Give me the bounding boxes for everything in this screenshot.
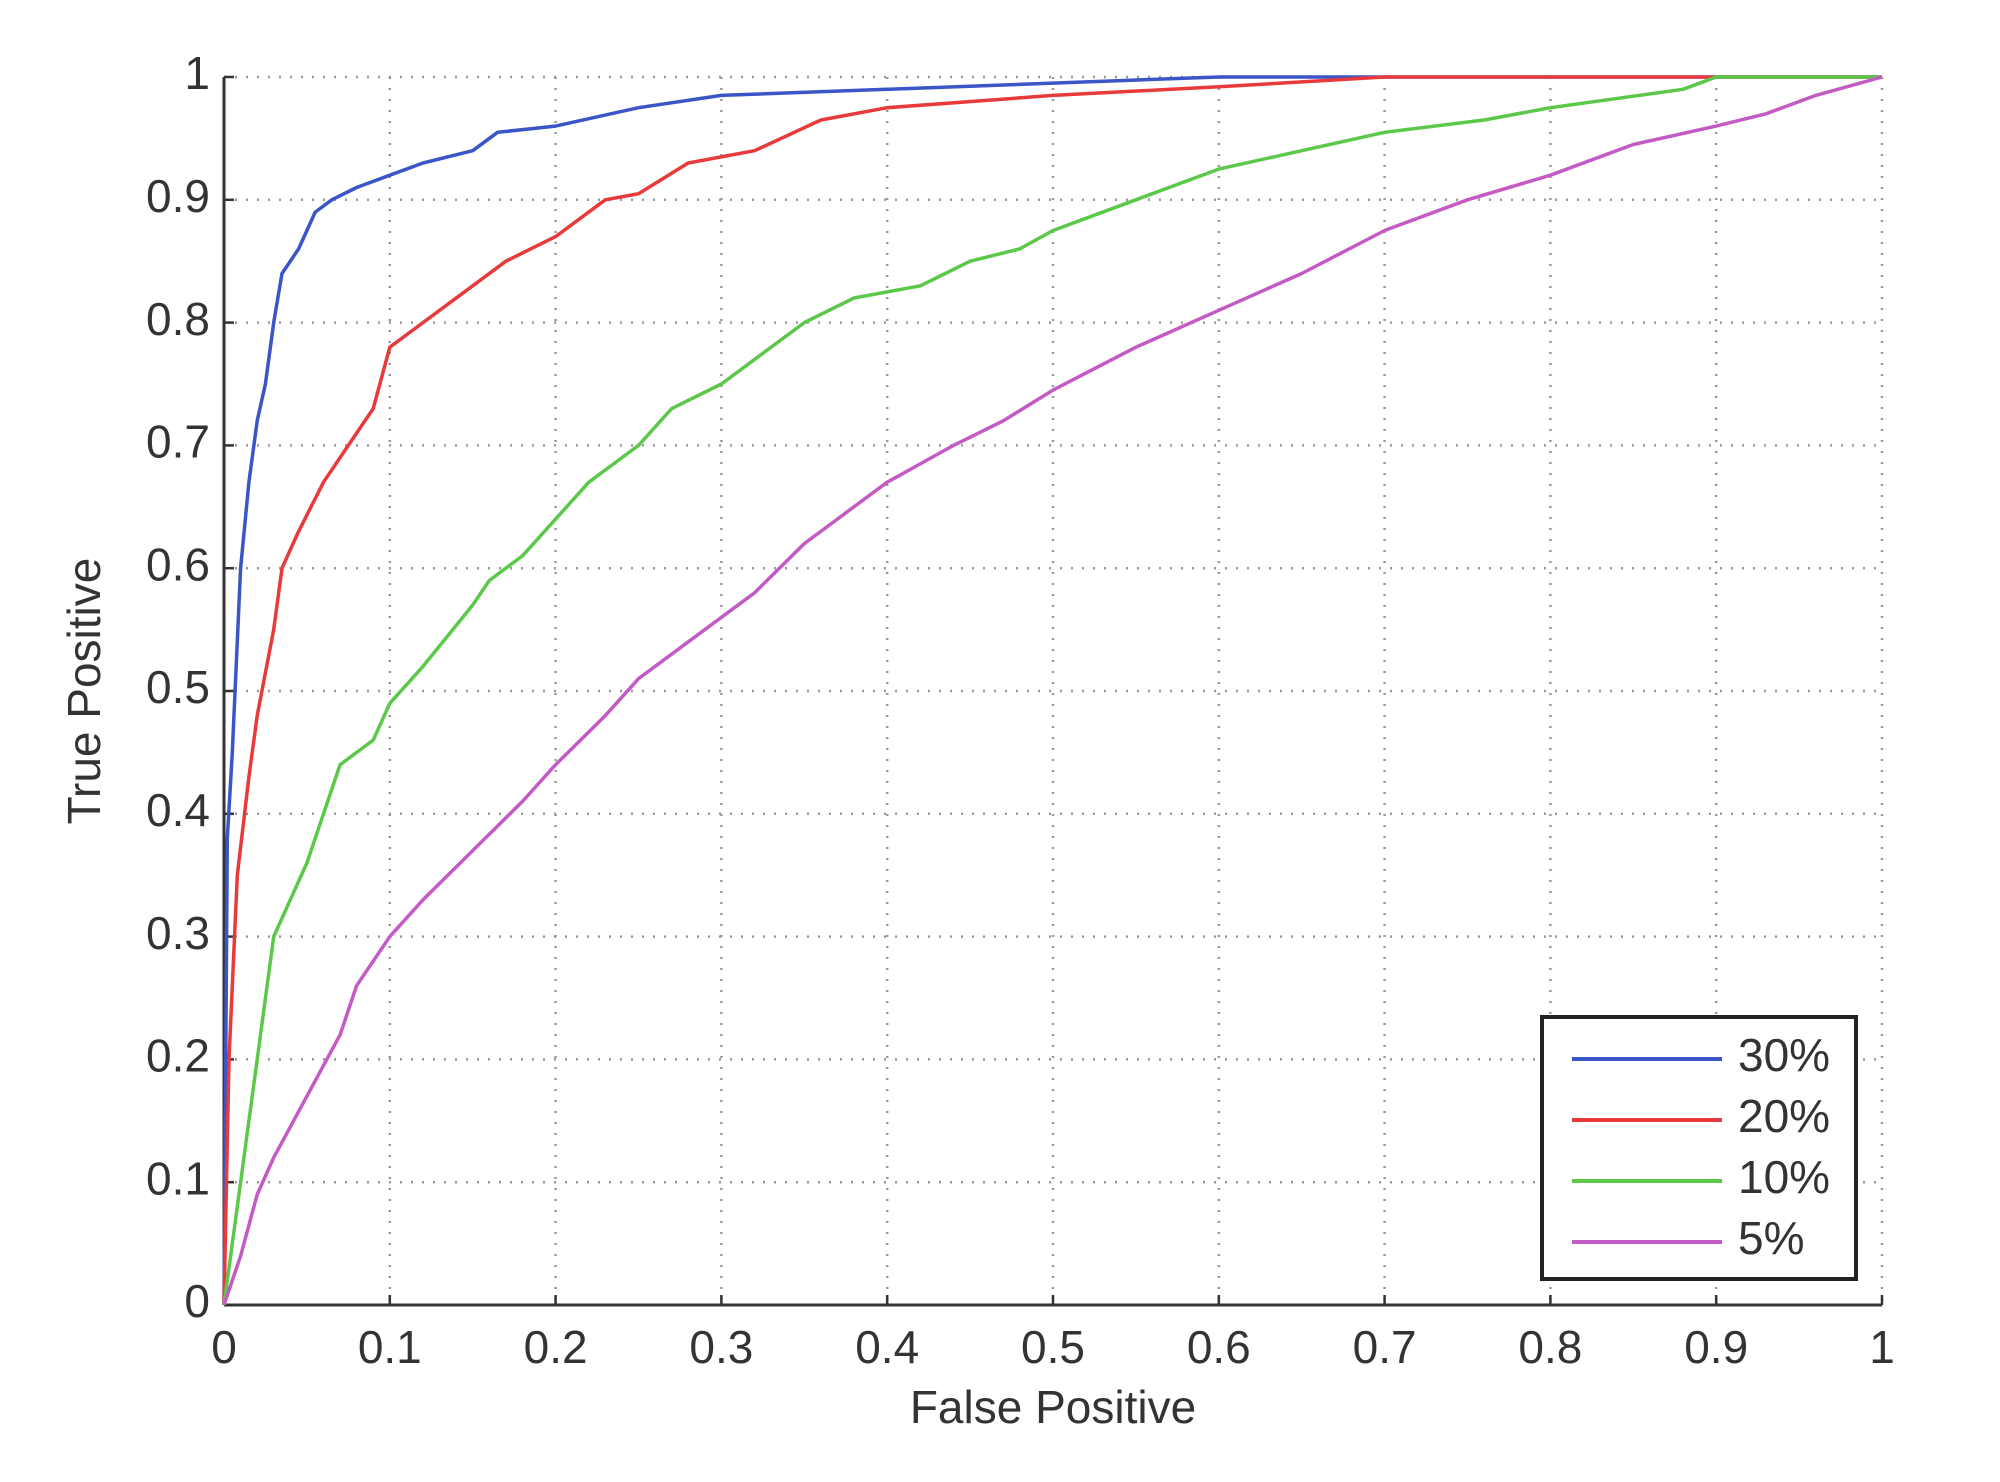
y-tick-label: 0.3 (146, 907, 210, 959)
y-tick-label: 1 (184, 47, 210, 99)
x-tick-label: 0.5 (1021, 1321, 1085, 1373)
y-tick-label: 0.1 (146, 1152, 210, 1204)
legend-label: 5% (1738, 1212, 1804, 1264)
y-tick-label: 0 (184, 1275, 210, 1327)
legend-label: 10% (1738, 1151, 1830, 1203)
line (222, 75, 1882, 1306)
x-axis-label: False Positive (910, 1381, 1196, 1433)
y-tick-label: 0.2 (146, 1030, 210, 1082)
legend-label: 30% (1738, 1029, 1830, 1081)
line (222, 75, 1882, 1306)
y-tick-label: 0.8 (146, 293, 210, 345)
x-tick-label: 0.7 (1353, 1321, 1417, 1373)
x-tick-label: 0.3 (689, 1321, 753, 1373)
legend-label: 20% (1738, 1090, 1830, 1142)
x-tick-label: 0.1 (358, 1321, 422, 1373)
x-tick-label: 0.6 (1187, 1321, 1251, 1373)
y-axis-label: True Positive (58, 558, 110, 825)
y-tick-label: 0.5 (146, 661, 210, 713)
x-tick-label: 1 (1869, 1321, 1895, 1373)
line (222, 75, 1882, 1306)
y-tick-label: 0.6 (146, 538, 210, 590)
x-tick-label: 0.2 (524, 1321, 588, 1373)
x-tick-label: 0.8 (1518, 1321, 1582, 1373)
y-tick-label: 0.7 (146, 416, 210, 468)
y-tick-label: 0.9 (146, 170, 210, 222)
x-tick-label: 0.4 (855, 1321, 919, 1373)
y-tick-label: 0.4 (146, 784, 210, 836)
line (222, 75, 1883, 1306)
x-tick-label: 0.9 (1684, 1321, 1748, 1373)
x-tick-label: 0 (211, 1321, 237, 1373)
